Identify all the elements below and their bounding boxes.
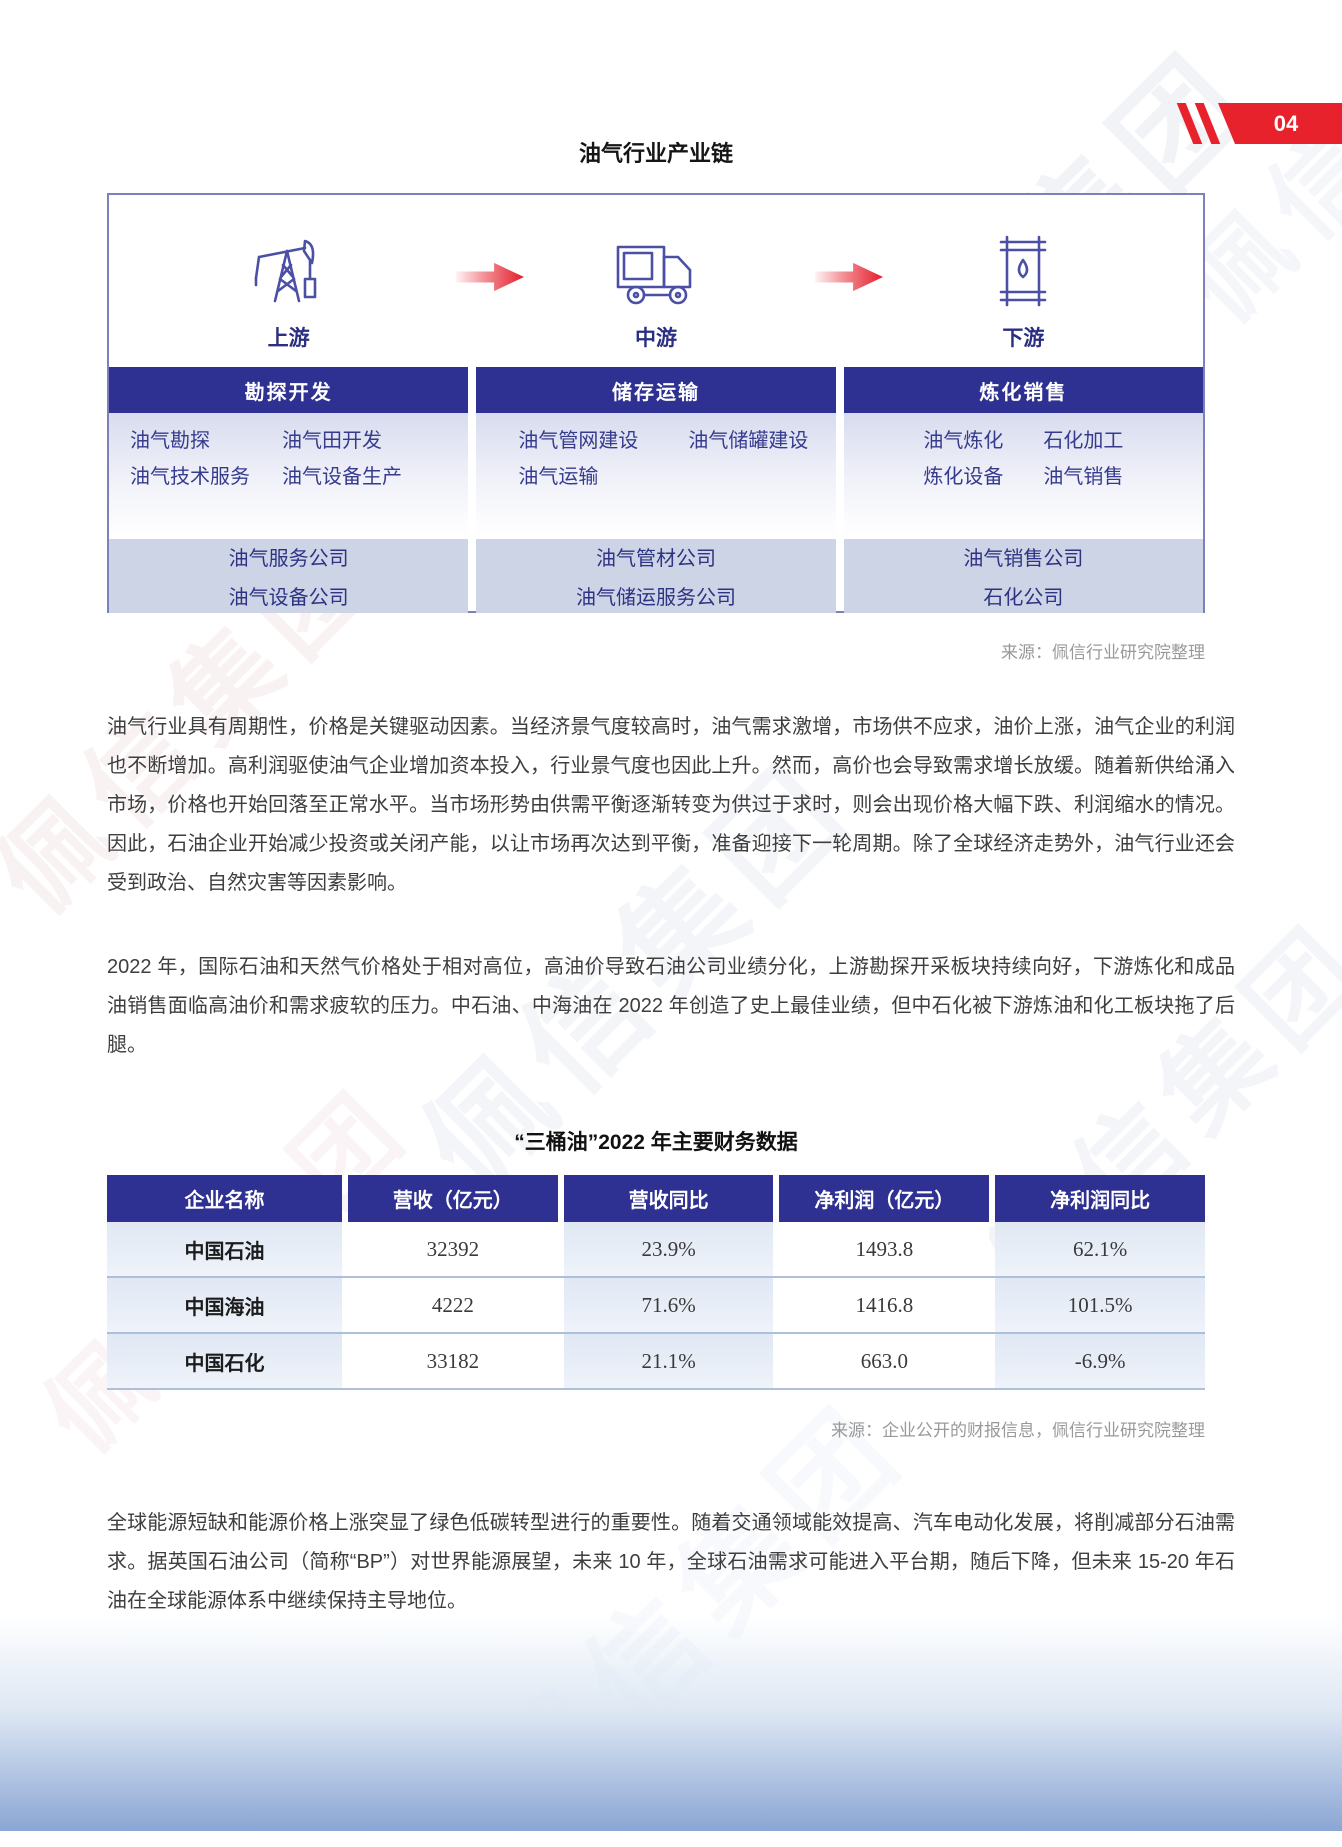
segment-header-storage: 储存运输 <box>476 367 836 413</box>
item: 石化加工 <box>1043 430 1124 452</box>
table-title: “三桶油”2022 年主要财务数据 <box>514 1131 798 1154</box>
company-name-cell: 中国石油 <box>107 1222 342 1276</box>
company-type: 油气设备公司 <box>228 587 349 609</box>
item: 油气储罐建设 <box>688 430 809 452</box>
downstream-items: 油气炼化 石化加工 炼化设备 油气销售 <box>843 413 1203 537</box>
profit-yoy-cell: 62.1% <box>995 1222 1205 1276</box>
item: 油气管网建设 <box>518 430 639 452</box>
profit-cell: 663.0 <box>779 1334 990 1388</box>
company-type: 油气销售公司 <box>963 548 1084 570</box>
page-number-badge: 04 <box>1162 103 1342 144</box>
revenue-yoy-cell: 71.6% <box>563 1278 774 1332</box>
stage-upstream: 上游 <box>109 229 468 352</box>
column-header: 净利润（亿元） <box>779 1175 990 1222</box>
table-row: 中国石化 33182 21.1% 663.0 -6.9% <box>107 1334 1205 1390</box>
page-number: 04 <box>1218 103 1342 144</box>
profit-cell: 1493.8 <box>779 1222 990 1276</box>
company-name-cell: 中国海油 <box>107 1278 342 1332</box>
financial-table: 企业名称 营收（亿元） 营收同比 净利润（亿元） 净利润同比 中国石油 3239… <box>107 1175 1205 1390</box>
profit-yoy-cell: 101.5% <box>995 1278 1205 1332</box>
truck-icon <box>476 229 835 309</box>
table-header-row: 企业名称 营收（亿元） 营收同比 净利润（亿元） 净利润同比 <box>107 1175 1205 1222</box>
upstream-items: 油气勘探 油气田开发 油气技术服务 油气设备生产 <box>109 413 469 537</box>
item: 油气田开发 <box>282 430 382 452</box>
revenue-cell: 32392 <box>347 1222 558 1276</box>
downstream-companies: 油气销售公司 石化公司 <box>843 539 1203 613</box>
item: 油气运输 <box>518 466 599 488</box>
company-name-cell: 中国石化 <box>107 1334 342 1388</box>
stage-label-upstream: 上游 <box>267 327 310 350</box>
table-source-note: 来源：企业公开的财报信息，佩信行业研究院整理 <box>831 1421 1205 1440</box>
stage-midstream: 中游 <box>476 229 835 352</box>
paragraph: 全球能源短缺和能源价格上涨突显了绿色低碳转型进行的重要性。随着交通领域能效提高、… <box>107 1512 1235 1612</box>
column-header: 净利润同比 <box>995 1175 1205 1222</box>
diagram-source-note: 来源：佩信行业研究院整理 <box>1001 643 1205 662</box>
revenue-cell: 33182 <box>347 1334 558 1388</box>
profit-yoy-cell: -6.9% <box>995 1334 1205 1388</box>
table-row: 中国石油 32392 23.9% 1493.8 62.1% <box>107 1222 1205 1278</box>
column-header: 营收（亿元） <box>347 1175 558 1222</box>
segment-header-refining: 炼化销售 <box>843 367 1203 413</box>
column-header: 企业名称 <box>107 1175 342 1222</box>
paragraph: 油气行业具有周期性，价格是关键驱动因素。当经济景气度较高时，油气需求激增，市场供… <box>107 716 1235 894</box>
item: 油气炼化 <box>923 430 1004 452</box>
company-type: 石化公司 <box>983 587 1064 609</box>
page-footer-gradient <box>0 1616 1342 1831</box>
stage-label-midstream: 中游 <box>634 327 677 350</box>
revenue-yoy-cell: 21.1% <box>563 1334 774 1388</box>
column-header: 营收同比 <box>563 1175 774 1222</box>
profit-cell: 1416.8 <box>779 1278 990 1332</box>
midstream-items: 油气管网建设 油气储罐建设 油气运输 <box>476 413 836 537</box>
midstream-companies: 油气管材公司 油气储运服务公司 <box>476 539 836 613</box>
item: 油气销售 <box>1043 466 1124 488</box>
diagram-title: 油气行业产业链 <box>578 141 733 166</box>
revenue-yoy-cell: 23.9% <box>563 1222 774 1276</box>
paragraph: 2022 年，国际石油和天然气价格处于相对高位，高油价导致石油公司业绩分化，上游… <box>107 956 1235 1056</box>
item: 油气勘探 <box>130 430 210 452</box>
item: 油气技术服务 <box>130 466 250 488</box>
segment-header-exploration: 勘探开发 <box>109 367 469 413</box>
table-row: 中国海油 4222 71.6% 1416.8 101.5% <box>107 1278 1205 1334</box>
company-type: 油气服务公司 <box>228 548 349 570</box>
revenue-cell: 4222 <box>347 1278 558 1332</box>
item: 炼化设备 <box>923 466 1004 488</box>
stage-label-downstream: 下游 <box>1002 327 1045 350</box>
stage-downstream: 下游 <box>844 229 1203 352</box>
industry-chain-diagram: 上游 中游 <box>107 193 1205 613</box>
pumpjack-icon <box>109 229 468 309</box>
upstream-companies: 油气服务公司 油气设备公司 <box>109 539 469 613</box>
company-type: 油气储运服务公司 <box>575 587 736 609</box>
company-type: 油气管材公司 <box>595 548 716 570</box>
oil-barrel-icon <box>844 229 1203 309</box>
item: 油气设备生产 <box>282 466 402 488</box>
